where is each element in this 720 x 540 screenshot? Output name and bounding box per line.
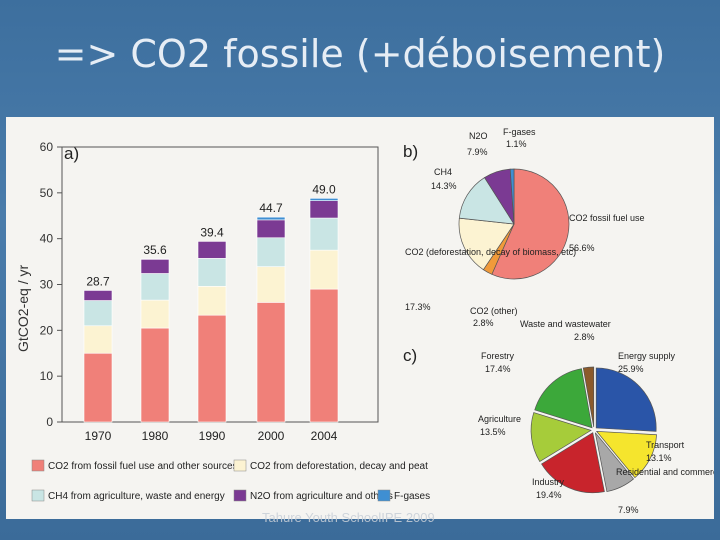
legend-swatch — [233, 489, 247, 502]
bar-segment — [83, 290, 113, 301]
y-tick-label: 60 — [40, 140, 54, 154]
legend-swatch — [31, 489, 45, 502]
legend-label: N2O from agriculture and others — [250, 491, 393, 502]
bar-total-label: 44.7 — [259, 201, 283, 215]
bar-segment — [83, 300, 113, 327]
label-co2-fossil: CO2 fossil fuel use — [569, 213, 645, 223]
figure-svg: a) GtCO2-eq / yr 0 10 20 30 40 50 60 28.7 1970 35… — [15, 127, 720, 515]
label-waste: Waste and wastewater — [520, 319, 611, 329]
bar-segment — [83, 325, 113, 354]
pie-slice — [534, 368, 593, 429]
panel-c-label: c) — [403, 346, 417, 365]
pie-slice — [541, 432, 605, 494]
label-energy: Energy supply — [618, 351, 676, 361]
label-co2-other: CO2 (other) — [470, 306, 518, 316]
bar-segment — [309, 217, 339, 251]
pct-co2-deforestation: 17.3% — [405, 302, 431, 312]
pie-slice — [530, 412, 592, 463]
pct-n2o: 7.9% — [467, 147, 488, 157]
label-transport: Transport — [646, 440, 685, 450]
y-tick-label: 0 — [46, 415, 53, 429]
bar-segment — [140, 258, 170, 274]
bar-chart: 0 10 20 30 40 50 60 28.7 1970 35.6 1980 39.4 1990 44.… — [40, 140, 379, 443]
panel-a-label: a) — [64, 144, 79, 163]
bar-segment — [309, 200, 339, 219]
label-fgases: F-gases — [503, 127, 536, 137]
bar-segment — [197, 314, 227, 423]
pie-chart-sectors — [530, 366, 657, 494]
pie-slice — [582, 366, 595, 428]
legend-swatch — [31, 459, 45, 472]
panel-b-label: b) — [403, 142, 418, 161]
y-axis-label: GtCO2-eq / yr — [15, 265, 31, 352]
bar-segment — [140, 299, 170, 329]
pct-forestry: 17.4% — [485, 364, 511, 374]
bar-segment — [309, 249, 339, 290]
bar-segment — [140, 273, 170, 301]
label-co2-deforestation: CO2 (deforestation, decay of biomass, et… — [405, 247, 576, 257]
x-tick-label: 1970 — [85, 429, 112, 443]
pie-slice — [595, 430, 657, 479]
pie-slice — [491, 168, 570, 280]
x-tick-label: 2000 — [258, 429, 285, 443]
pct-energy: 25.9% — [618, 364, 644, 374]
pct-agriculture: 13.5% — [480, 427, 506, 437]
x-tick-label: 1990 — [199, 429, 226, 443]
legend-label: CO2 from deforestation, decay and peat — [250, 461, 428, 472]
pct-co2-fossil: 56.6% — [569, 243, 595, 253]
bar-segment — [197, 258, 227, 287]
slide-title: => CO2 fossile (+déboisement) — [54, 32, 666, 76]
pct-residential: 7.9% — [618, 505, 639, 515]
x-tick-label: 1980 — [142, 429, 169, 443]
label-industry: Industry — [532, 477, 565, 487]
pct-waste: 2.8% — [574, 332, 595, 342]
bar-total-label: 49.0 — [312, 182, 336, 196]
label-n2o: N2O — [469, 131, 488, 141]
y-tick-label: 10 — [40, 369, 54, 383]
pie-slice — [595, 367, 657, 432]
figure-panel: a) GtCO2-eq / yr 0 10 20 30 40 50 60 28.7 1970 35… — [6, 117, 720, 519]
legend-label: CO2 from fossil fuel use and other sourc… — [48, 461, 238, 472]
pct-industry: 19.4% — [536, 490, 562, 500]
bar-segment — [256, 302, 286, 423]
y-tick-label: 30 — [40, 278, 54, 292]
bar-segment — [197, 241, 227, 259]
pie-chart-gases — [458, 168, 570, 280]
legend-label: F-gases — [394, 491, 430, 502]
pct-co2-other: 2.8% — [473, 318, 494, 328]
x-tick-label: 2004 — [311, 429, 338, 443]
y-tick-label: 50 — [40, 186, 54, 200]
bar-segment — [309, 288, 339, 423]
label-ch4: CH4 — [434, 167, 452, 177]
label-forestry: Forestry — [481, 351, 515, 361]
pie-slice — [594, 432, 635, 492]
label-residential: Residential and commercial buildings — [616, 467, 714, 477]
pct-transport: 13.1% — [646, 453, 672, 463]
pie-b-labels: N2O 7.9% F-gases 1.1% CH4 14.3% CO2 foss… — [405, 127, 645, 328]
bar-total-label: 35.6 — [143, 243, 167, 257]
slide-footer: Tahure Youth SchoolIPE 2009 — [262, 510, 435, 525]
bar-segment — [309, 198, 339, 201]
bar-total-label: 39.4 — [200, 225, 224, 239]
pct-ch4: 14.3% — [431, 181, 457, 191]
pct-fgases: 1.1% — [506, 139, 527, 149]
legend-swatch — [377, 489, 391, 502]
legend-label: CH4 from agriculture, waste and energy — [48, 491, 225, 502]
bar-segment — [83, 352, 113, 423]
label-agriculture: Agriculture — [478, 414, 521, 424]
bar-segment — [256, 216, 286, 221]
bar-segment — [256, 219, 286, 239]
bar-legend: CO2 from fossil fuel use and other sourc… — [31, 459, 430, 502]
y-tick-label: 20 — [40, 323, 54, 337]
pie-slice — [509, 168, 515, 225]
y-tick-label: 40 — [40, 232, 54, 246]
bar-segment — [197, 286, 227, 316]
legend-swatch — [233, 459, 247, 472]
pie-c-labels: Waste and wastewater 2.8% Forestry 17.4%… — [478, 319, 720, 515]
bar-segment — [140, 327, 170, 423]
bar-total-label: 28.7 — [86, 274, 110, 288]
bar-segment — [256, 237, 286, 267]
bar-segment — [256, 266, 286, 303]
pie-slice — [458, 217, 515, 271]
